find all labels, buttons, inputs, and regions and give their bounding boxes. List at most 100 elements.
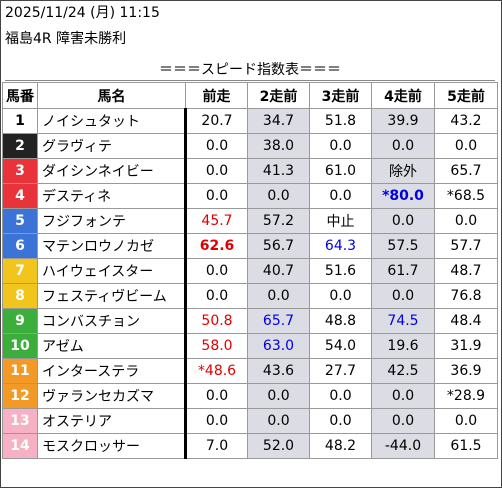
speed-index-cell: 63.0 <box>247 333 310 359</box>
speed-index-cell: 0.0 <box>184 158 248 184</box>
speed-index-cell: *28.9 <box>434 383 498 409</box>
col-header-4-races-ago: 4走前 <box>371 82 435 109</box>
speed-index-cell: 62.6 <box>184 233 248 259</box>
speed-index-cell: 0.0 <box>184 258 248 284</box>
horse-number-cell: 12 <box>2 383 38 409</box>
speed-index-cell: *80.0 <box>371 183 435 209</box>
speed-index-cell: 0.0 <box>247 383 310 409</box>
speed-index-cell: 45.7 <box>184 208 248 234</box>
speed-index-cell: 0.0 <box>309 183 372 209</box>
speed-index-cell: 48.2 <box>309 433 372 459</box>
speed-index-cell: 7.0 <box>184 433 248 459</box>
horse-name-cell: コンバスチョン <box>37 308 186 334</box>
horse-number-cell: 10 <box>2 333 38 359</box>
col-header-3-races-ago: 3走前 <box>309 82 372 109</box>
table-row: 11 インターステラ *48.6 43.6 27.7 42.5 36.9 <box>2 358 498 384</box>
horse-number-cell: 11 <box>2 358 38 384</box>
horse-number-cell: 1 <box>2 108 38 134</box>
speed-index-cell: 0.0 <box>247 408 310 434</box>
horse-number-cell: 3 <box>2 158 38 184</box>
speed-index-cell: 61.7 <box>371 258 435 284</box>
speed-index-cell: 76.8 <box>434 283 498 309</box>
speed-index-cell: -44.0 <box>371 433 435 459</box>
speed-index-cell: 0.0 <box>371 208 435 234</box>
speed-index-cell: 0.0 <box>371 133 435 159</box>
horse-name-cell: アゼム <box>37 333 186 359</box>
horse-name-cell: モスクロッサー <box>37 433 186 459</box>
speed-index-cell: 0.0 <box>184 133 248 159</box>
speed-index-cell: 56.7 <box>247 233 310 259</box>
speed-index-cell: 20.7 <box>184 108 248 134</box>
speed-index-cell: 43.2 <box>434 108 498 134</box>
speed-index-cell: *68.5 <box>434 183 498 209</box>
speed-index-cell: 64.3 <box>309 233 372 259</box>
table-row: 6 マテンロウノカゼ 62.6 56.7 64.3 57.5 57.7 <box>2 233 498 259</box>
speed-index-cell: 0.0 <box>184 408 248 434</box>
speed-index-table: 馬番 馬名 前走 2走前 3走前 4走前 5走前 1 ノイシュタット 20.7 34.… <box>2 82 498 459</box>
horse-number-cell: 7 <box>2 258 38 284</box>
horse-name-cell: ノイシュタット <box>37 108 186 134</box>
speed-index-cell: 中止 <box>309 208 372 234</box>
horse-number-cell: 2 <box>2 133 38 159</box>
horse-name-cell: ヴァランセカズマ <box>37 383 186 409</box>
speed-index-cell: 27.7 <box>309 358 372 384</box>
speed-index-cell: 0.0 <box>434 133 498 159</box>
col-header-number: 馬番 <box>2 82 38 109</box>
speed-index-cell: 40.7 <box>247 258 310 284</box>
speed-index-cell: *48.6 <box>184 358 248 384</box>
speed-index-cell: 48.7 <box>434 258 498 284</box>
speed-index-cell: 0.0 <box>309 283 372 309</box>
horse-number-cell: 6 <box>2 233 38 259</box>
table-row: 8 フェスティヴビーム 0.0 0.0 0.0 0.0 76.8 <box>2 283 498 309</box>
col-header-last-race: 前走 <box>185 82 248 109</box>
speed-index-cell: 41.3 <box>247 158 310 184</box>
table-row: 12 ヴァランセカズマ 0.0 0.0 0.0 0.0 *28.9 <box>2 383 498 409</box>
col-header-2-races-ago: 2走前 <box>247 82 310 109</box>
speed-index-cell: 51.6 <box>309 258 372 284</box>
speed-index-cell: 43.6 <box>247 358 310 384</box>
speed-index-cell: 39.9 <box>371 108 435 134</box>
horse-number-cell: 5 <box>2 208 38 234</box>
table-row: 5 フジフォンテ 45.7 57.2 中止 0.0 0.0 <box>2 208 498 234</box>
speed-index-cell: 0.0 <box>371 408 435 434</box>
speed-index-cell: 0.0 <box>309 383 372 409</box>
speed-index-cell: 57.2 <box>247 208 310 234</box>
horse-name-cell: グラヴィテ <box>37 133 186 159</box>
table-row: 1 ノイシュタット 20.7 34.7 51.8 39.9 43.2 <box>2 108 498 134</box>
horse-number-cell: 13 <box>2 408 38 434</box>
speed-index-cell: 0.0 <box>434 208 498 234</box>
horse-name-cell: デスティネ <box>37 183 186 209</box>
speed-index-cell: 48.8 <box>309 308 372 334</box>
race-datetime: 2025/11/24 (月) 11:15 <box>5 5 160 21</box>
race-title: 福島4R 障害未勝利 <box>5 31 127 47</box>
horse-name-cell: ハイウェイスター <box>37 258 186 284</box>
speed-index-cell: 50.8 <box>184 308 248 334</box>
speed-index-cell: 52.0 <box>247 433 310 459</box>
speed-index-cell: 65.7 <box>434 158 498 184</box>
horse-number-cell: 9 <box>2 308 38 334</box>
speed-index-cell: 61.0 <box>309 158 372 184</box>
speed-index-cell: 42.5 <box>371 358 435 384</box>
table-row: 4 デスティネ 0.0 0.0 0.0 *80.0 *68.5 <box>2 183 498 209</box>
speed-index-cell: 0.0 <box>247 183 310 209</box>
speed-index-cell: 0.0 <box>371 383 435 409</box>
speed-index-cell: 0.0 <box>371 283 435 309</box>
table-row: 3 ダイシンネイビー 0.0 41.3 61.0 除外 65.7 <box>2 158 498 184</box>
speed-index-cell: 0.0 <box>309 408 372 434</box>
table-row: 10 アゼム 58.0 63.0 54.0 19.6 31.9 <box>2 333 498 359</box>
speed-index-cell: 58.0 <box>184 333 248 359</box>
table-row: 13 オステリア 0.0 0.0 0.0 0.0 0.0 <box>2 408 498 434</box>
speed-index-cell: 19.6 <box>371 333 435 359</box>
speed-index-cell: 36.9 <box>434 358 498 384</box>
horse-name-cell: ダイシンネイビー <box>37 158 186 184</box>
horse-number-cell: 14 <box>2 433 38 459</box>
speed-index-cell: 74.5 <box>371 308 435 334</box>
table-row: 9 コンバスチョン 50.8 65.7 48.8 74.5 48.4 <box>2 308 498 334</box>
horse-name-cell: フェスティヴビーム <box>37 283 186 309</box>
speed-index-cell: 31.9 <box>434 333 498 359</box>
speed-index-cell: 57.7 <box>434 233 498 259</box>
col-header-horse-name: 馬名 <box>37 82 186 109</box>
speed-index-cell: 48.4 <box>434 308 498 334</box>
horse-name-cell: マテンロウノカゼ <box>37 233 186 259</box>
col-header-5-races-ago: 5走前 <box>434 82 498 109</box>
